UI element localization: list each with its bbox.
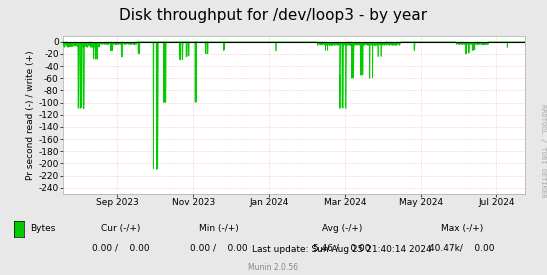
Text: Munin 2.0.56: Munin 2.0.56 [248, 263, 299, 272]
Text: 5.46 /    0.00: 5.46 / 0.00 [313, 243, 371, 252]
Text: Cur (-/+): Cur (-/+) [101, 224, 140, 233]
Y-axis label: Pr second read (-) / write (+): Pr second read (-) / write (+) [26, 50, 36, 180]
Text: Disk throughput for /dev/loop3 - by year: Disk throughput for /dev/loop3 - by year [119, 8, 428, 23]
Text: Last update: Sun Aug 25 21:40:14 2024: Last update: Sun Aug 25 21:40:14 2024 [252, 245, 432, 254]
Text: Bytes: Bytes [30, 224, 55, 233]
Text: 40.47k/    0.00: 40.47k/ 0.00 [429, 243, 495, 252]
Text: Avg (-/+): Avg (-/+) [322, 224, 362, 233]
Text: 0.00 /    0.00: 0.00 / 0.00 [190, 243, 248, 252]
Text: Max (-/+): Max (-/+) [441, 224, 484, 233]
Text: Min (-/+): Min (-/+) [199, 224, 238, 233]
Text: 0.00 /    0.00: 0.00 / 0.00 [91, 243, 149, 252]
Text: RRDTOOL / TOBI OETIKER: RRDTOOL / TOBI OETIKER [540, 104, 546, 198]
